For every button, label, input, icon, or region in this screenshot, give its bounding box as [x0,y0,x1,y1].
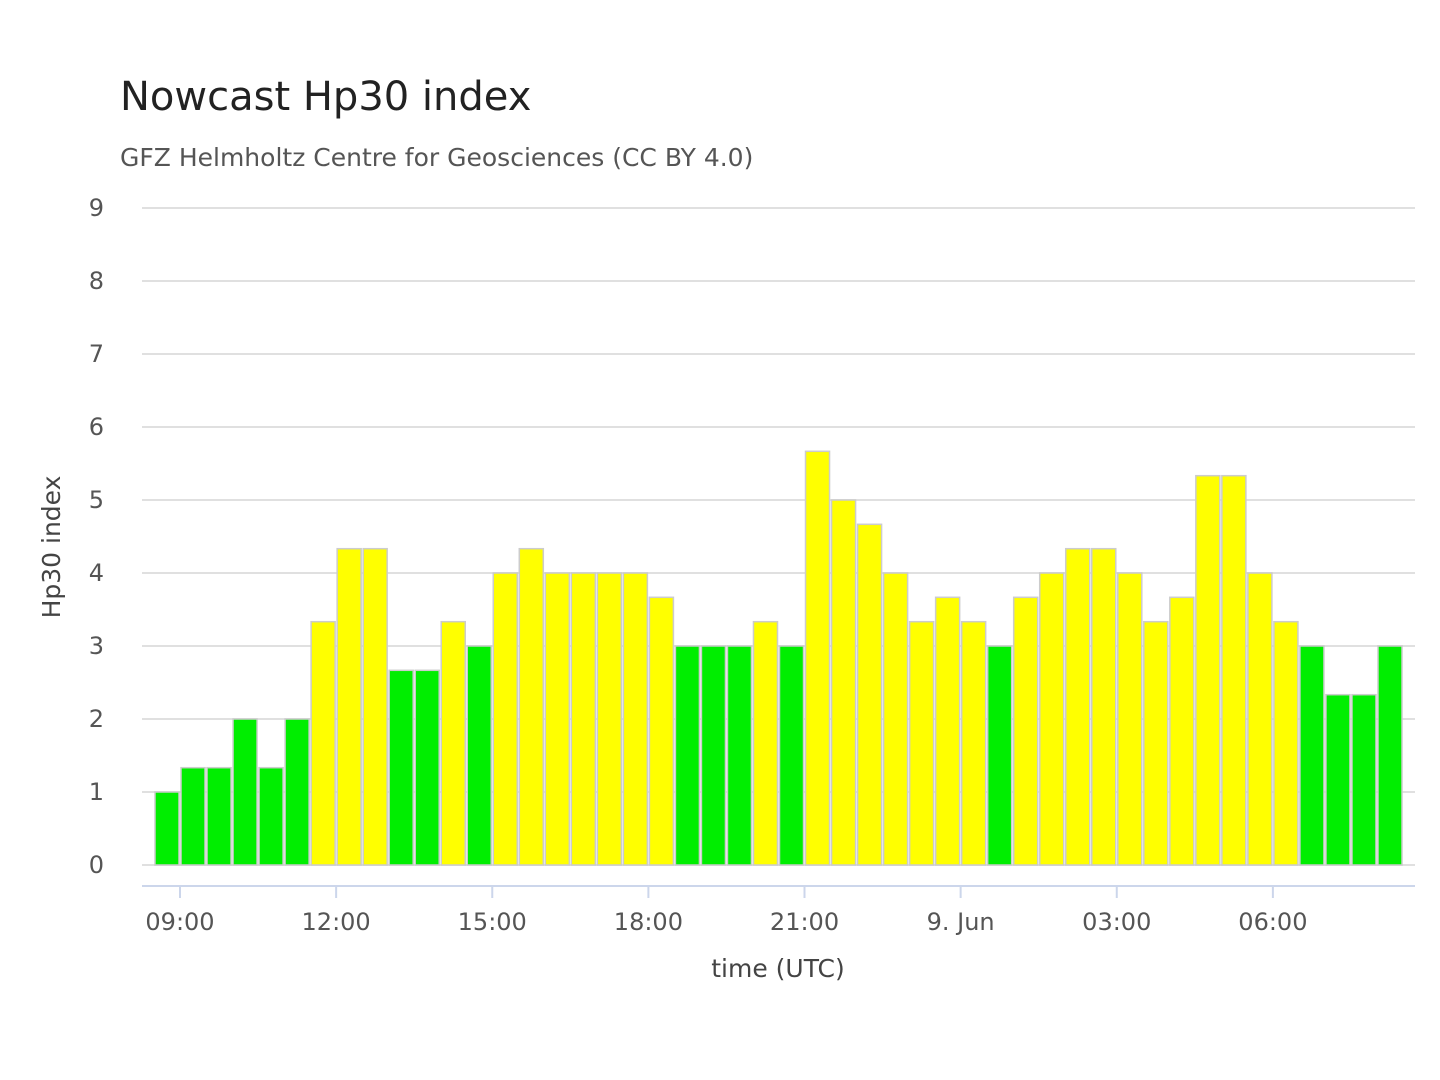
chart-subtitle: GFZ Helmholtz Centre for Geosciences (CC… [120,143,754,172]
y-tick-label: 0 [89,851,104,879]
bar [1143,620,1169,866]
bar [986,645,1013,866]
y-axis-title: Hp30 index [37,476,66,619]
bar [596,572,623,866]
bar [882,572,909,866]
bar [1273,620,1299,866]
bar [570,572,597,866]
bar [1377,645,1403,866]
y-tick-label: 8 [89,267,104,295]
y-tick-label: 7 [89,340,104,368]
bar [1195,474,1221,866]
bar [206,766,232,866]
bar [934,596,961,866]
bar [1012,596,1039,866]
bar [1221,474,1247,866]
y-tick-label: 9 [89,194,104,222]
bar [544,572,571,866]
x-tick-label: 06:00 [1238,908,1307,936]
x-tick-label: 18:00 [614,908,683,936]
bars [154,450,1403,866]
bar [414,669,440,866]
bar [388,669,414,866]
bar [1169,596,1195,866]
bar [752,620,779,866]
x-tick-label: 15:00 [458,908,527,936]
bar [648,596,675,866]
y-tick-label: 1 [89,778,104,806]
bar [180,766,206,866]
bar [830,499,857,866]
bar [778,645,805,866]
bar [1247,572,1273,866]
bar [440,620,466,866]
x-tick-label: 12:00 [302,908,371,936]
bar [674,645,701,866]
bar [362,547,388,866]
bar [284,718,310,866]
bar [258,766,284,866]
y-tick-label: 6 [89,413,104,441]
x-tick-label: 21:00 [770,908,839,936]
bar [1351,693,1377,866]
bar [1038,572,1065,866]
bar [466,645,493,866]
bar [1325,693,1351,866]
bar [804,450,831,866]
x-tick-label: 03:00 [1082,908,1151,936]
bar [960,620,987,866]
y-tick-label: 3 [89,632,104,660]
y-tick-label: 2 [89,705,104,733]
bar [518,547,545,866]
x-axis-title: time (UTC) [711,954,845,983]
y-tick-label: 4 [89,559,104,587]
bar [492,572,519,866]
bar [310,620,336,866]
x-tick-label: 9. Jun [927,908,995,936]
bar [726,645,753,866]
chart-title: Nowcast Hp30 index [120,74,532,120]
bar [1091,547,1117,866]
y-tick-label: 5 [89,486,104,514]
bar [700,645,727,866]
bar [1299,645,1325,866]
bar [622,572,649,866]
bar [154,791,180,866]
axes: 0 1 2 3 4 5 6 7 8 9 09:00 12:00 15:00 18:00 21:00 9. Ju… [89,194,1415,936]
bar [856,523,883,866]
bar [1064,547,1091,866]
bar [1117,572,1143,866]
bar [336,547,362,866]
bar [232,718,258,866]
x-tick-label: 09:00 [145,908,214,936]
bar [908,620,935,866]
